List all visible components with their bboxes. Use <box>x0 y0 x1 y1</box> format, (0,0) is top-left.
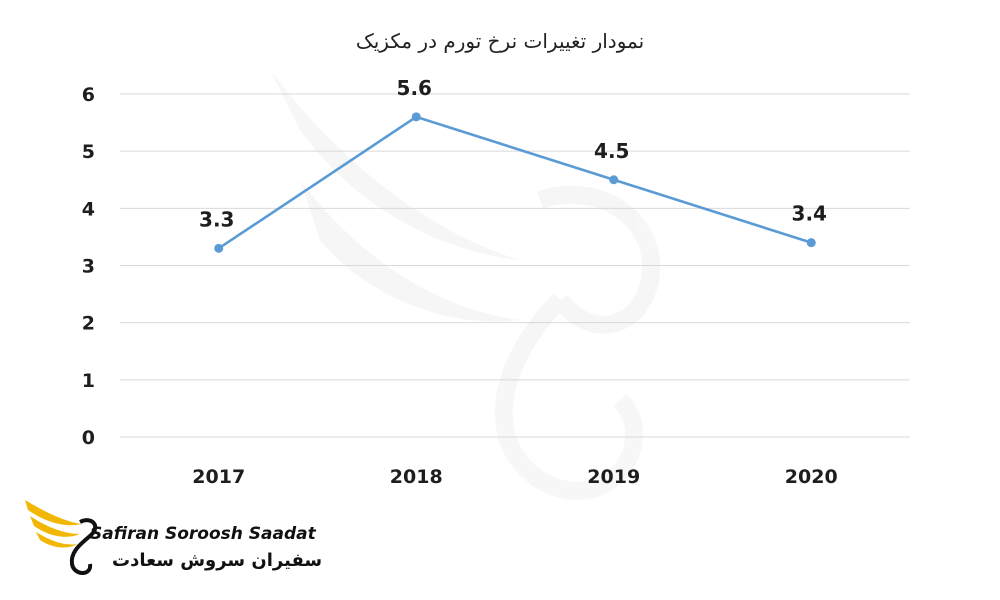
y-tick-label: 6 <box>82 84 95 106</box>
chart-title: نمودار تغییرات نرخ تورم در مکزیک <box>356 29 644 53</box>
y-tick-label: 2 <box>82 313 95 335</box>
y-tick-label: 0 <box>82 427 95 449</box>
grid-lines <box>120 93 910 438</box>
y-tick-label: 3 <box>82 256 95 278</box>
data-label: 5.6 <box>397 76 432 100</box>
x-tick-label: 2017 <box>192 466 245 488</box>
series-line <box>218 115 812 250</box>
data-label: 4.5 <box>594 139 629 163</box>
data-label: 3.3 <box>199 207 234 231</box>
series-layer <box>214 112 816 253</box>
wing-logo-icon <box>25 500 98 575</box>
watermark-logo <box>270 70 661 500</box>
logo-name-fa: سفیران سروش سعادت <box>112 550 323 571</box>
brand-logo: Safiran Soroosh Saadat سفیران سروش سعادت <box>20 492 322 582</box>
x-tick-label: 2020 <box>785 466 838 488</box>
data-label: 3.4 <box>792 202 827 226</box>
y-tick-label: 5 <box>82 141 95 163</box>
data-point <box>411 112 421 122</box>
data-point <box>214 243 224 253</box>
x-axis-ticks: 2017 2018 2019 2020 <box>192 466 837 488</box>
data-point <box>609 175 619 185</box>
y-tick-label: 1 <box>82 370 95 392</box>
x-tick-label: 2018 <box>390 466 443 488</box>
data-labels: 3.3 5.6 4.5 3.4 <box>199 76 827 231</box>
y-axis-ticks: 0 1 2 3 4 5 6 <box>82 84 95 449</box>
y-tick-label: 4 <box>82 198 95 220</box>
data-point <box>806 238 816 248</box>
logo-name-en: Safiran Soroosh Saadat <box>90 524 316 544</box>
x-tick-label: 2019 <box>587 466 640 488</box>
